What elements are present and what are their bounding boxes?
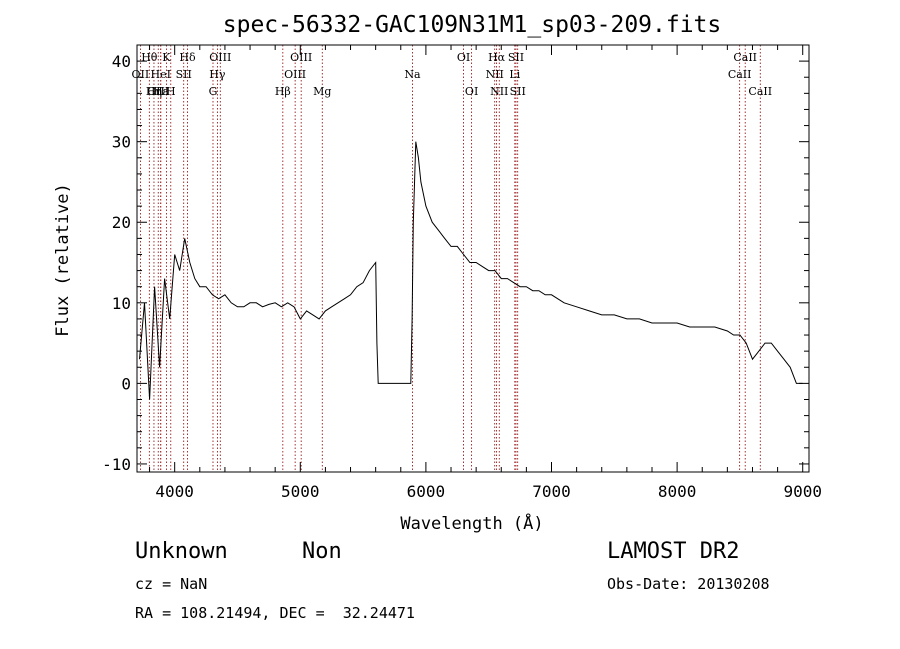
marker-label: Hε [153, 85, 169, 98]
marker-label: Li [509, 68, 520, 81]
marker-label: SII [176, 68, 192, 81]
y-tick-label: 10 [112, 294, 131, 313]
marker-label: CaII [733, 51, 757, 64]
marker-label: Hη [146, 85, 162, 98]
marker-label: SII [510, 85, 526, 98]
y-axis-ticks: -10 0 10 20 30 40 [102, 52, 809, 474]
marker-label: OI [465, 85, 478, 98]
marker-label: HeI [151, 68, 171, 81]
marker-label: NII [490, 85, 508, 98]
marker-label: CaII [748, 85, 772, 98]
marker-label: OI [457, 51, 470, 64]
marker-label: CaII [728, 68, 752, 81]
y-tick-label: 30 [112, 133, 131, 152]
spectrum-line [139, 141, 803, 400]
redshift-text: cz = NaN [135, 575, 208, 593]
spectral-subclass: Non [302, 539, 342, 564]
x-tick-label: 7000 [532, 482, 571, 501]
x-tick-label: 4000 [155, 482, 194, 501]
marker-label: NII [486, 68, 504, 81]
marker-label: Hβ [275, 85, 291, 98]
marker-label: OIII [147, 85, 169, 98]
survey-name: LAMOST DR2 [607, 539, 740, 564]
chart-title: spec-56332-GAC109N31M1_sp03-209.fits [223, 12, 722, 38]
marker-label: OII [132, 68, 150, 81]
marker-label: Hγ [209, 68, 226, 81]
x-tick-label: 5000 [281, 482, 320, 501]
marker-label: K [162, 51, 171, 64]
y-tick-label: 20 [112, 213, 131, 232]
marker-label: OIII [290, 51, 312, 64]
x-axis-ticks: 4000 5000 6000 7000 8000 9000 [149, 45, 822, 501]
x-tick-label: 6000 [407, 482, 446, 501]
marker-label: OIII [209, 51, 231, 64]
marker-label: OIII [284, 68, 306, 81]
marker-label: Hδ [179, 51, 196, 64]
x-axis-label: Wavelength (Å) [400, 512, 543, 534]
marker-label: Hα [488, 51, 506, 64]
y-tick-label: 40 [112, 52, 131, 71]
x-tick-label: 9000 [783, 482, 822, 501]
y-tick-label: 0 [121, 374, 131, 393]
emission-line-markers [139, 45, 761, 472]
observation-date: Obs-Date: 20130208 [607, 575, 770, 593]
coordinates-text: RA = 108.21494, DEC = 32.24471 [135, 604, 415, 622]
y-tick-label: -10 [102, 455, 131, 474]
marker-label: Hθ [141, 51, 158, 64]
marker-label: Na [404, 68, 421, 81]
plot-frame [136, 44, 810, 473]
marker-label: Mg [313, 85, 331, 98]
marker-label: G [209, 85, 218, 98]
marker-label: H [166, 85, 176, 98]
y-axis-label: Flux (relative) [53, 183, 73, 337]
marker-label: SII [508, 51, 524, 64]
x-tick-label: 8000 [658, 482, 697, 501]
spectral-class: Unknown [135, 539, 228, 564]
